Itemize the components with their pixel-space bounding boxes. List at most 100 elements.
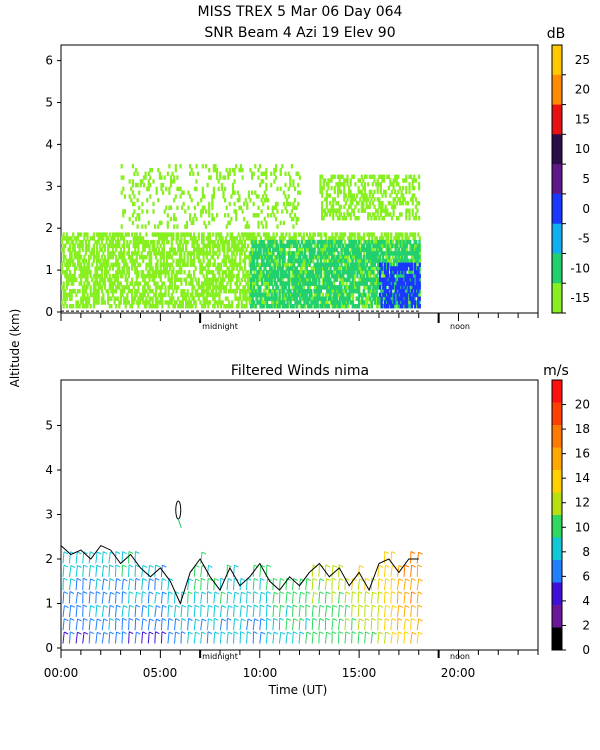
snr-cell (297, 270, 300, 275)
snr-cell (154, 304, 157, 309)
snr-cell (364, 285, 367, 290)
snr-cell (378, 296, 381, 301)
snr-cell (283, 281, 286, 286)
snr-cell (335, 247, 338, 252)
snr-cell (417, 300, 420, 305)
snr-cell (218, 289, 221, 294)
snr-cell (267, 304, 270, 309)
snr-cell (278, 292, 281, 298)
snr-cell (240, 266, 243, 271)
snr-cell (309, 236, 312, 241)
snr-cell (89, 255, 92, 260)
snr-cell (292, 262, 295, 267)
snr-cell (415, 270, 418, 275)
snr-cell (160, 175, 163, 180)
snr-cell (146, 273, 150, 279)
wind-barb (88, 605, 92, 617)
snr-cell (205, 262, 208, 267)
snr-cell (289, 296, 292, 301)
snr-cell (212, 270, 215, 275)
snr-cell (418, 182, 421, 187)
snr-cell (357, 216, 360, 221)
snr-cell (229, 285, 232, 290)
snr-cell (215, 285, 218, 290)
snr-cell (359, 258, 363, 264)
snr-cell (211, 198, 214, 203)
snr-cell (242, 289, 245, 294)
snr-cell (342, 236, 345, 241)
snr-cell (254, 273, 257, 279)
snr-cell (270, 300, 274, 305)
snr-cell (72, 289, 75, 294)
snr-cell (204, 251, 207, 256)
snr-cell (162, 243, 165, 249)
snr-cell (128, 194, 131, 199)
snr-cell (315, 273, 318, 279)
snr-cell (410, 255, 413, 260)
snr-cell (212, 285, 215, 290)
snr-cell (116, 296, 119, 301)
snr-cell (191, 285, 194, 290)
snr-cell (216, 171, 219, 176)
snr-cell (319, 289, 322, 294)
snr-cell (162, 232, 165, 237)
snr-cell (378, 247, 381, 252)
snr-cell (173, 224, 176, 229)
snr-cell (208, 209, 211, 214)
snr-cell (361, 247, 364, 252)
snr-cell (377, 255, 380, 260)
snr-cell (349, 212, 352, 217)
snr-cell (367, 292, 371, 298)
snr-cell (265, 270, 268, 275)
snr-cell (375, 300, 378, 305)
snr-cell (337, 289, 340, 294)
snr-cell (294, 232, 297, 237)
snr-cell (105, 258, 108, 264)
snr-cell (251, 232, 254, 237)
snr-cell (156, 239, 159, 245)
snr-cell (361, 281, 364, 286)
snr-cell (157, 167, 160, 173)
snr-cell (226, 232, 229, 237)
snr-cell (302, 304, 305, 309)
snr-cell (205, 255, 208, 260)
snr-cell (324, 273, 327, 279)
snr-cell (262, 270, 265, 275)
snr-cell (263, 171, 266, 176)
snr-cell (327, 182, 330, 187)
snr-cell (301, 266, 304, 271)
snr-cell (327, 251, 330, 256)
snr-cell (81, 300, 84, 305)
snr-cell (283, 300, 286, 305)
snr-cell (324, 292, 328, 298)
snr-cell (383, 262, 386, 267)
snr-cell (392, 262, 396, 267)
snr-cell (407, 300, 410, 305)
snr-cell (345, 289, 348, 294)
snr-cell (160, 182, 163, 188)
snr-cell (343, 277, 346, 282)
snr-cell (245, 296, 248, 301)
snr-cell (413, 255, 416, 260)
snr-cell (372, 296, 375, 301)
snr-cell (275, 239, 278, 245)
wind-barb-flag (135, 617, 140, 621)
snr-cell (303, 281, 307, 286)
snr-cell (414, 289, 417, 294)
snr-cell (170, 270, 173, 275)
snr-cell (221, 270, 224, 275)
snr-cell (86, 273, 89, 279)
snr-cell (391, 270, 394, 275)
snr-cell (402, 243, 405, 249)
snr-cell (285, 251, 288, 256)
snr-cell (272, 304, 275, 309)
snr-cell (278, 289, 281, 294)
snr-cell (404, 292, 407, 298)
snr-cell (225, 205, 228, 210)
snr-cell (380, 300, 383, 305)
snr-cell (253, 292, 256, 298)
snr-cell (388, 266, 391, 271)
snr-cell (208, 213, 211, 218)
snr-cell (97, 289, 100, 294)
snr-cell (321, 239, 324, 245)
